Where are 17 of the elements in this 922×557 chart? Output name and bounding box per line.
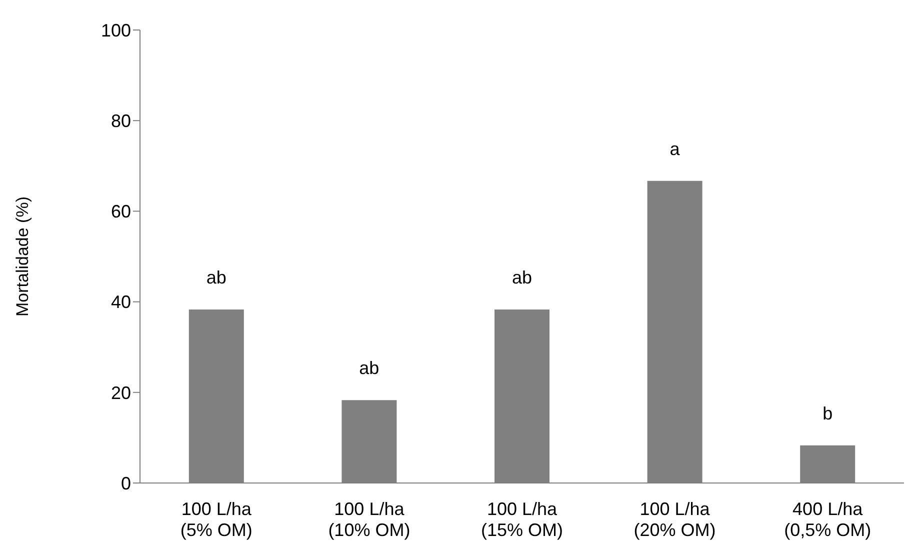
y-tick-label: 100 [100, 20, 131, 40]
x-tick-label: 100 L/ha (15% OM) [480, 499, 564, 540]
annotation: b [822, 403, 833, 424]
y-tick-label: 80 [110, 110, 131, 131]
y-axis-title: Mortalidade (%) [13, 196, 32, 316]
x-tick-label: 100 L/ha (10% OM) [328, 499, 410, 540]
x-tick-label: 100 L/ha (5% OM) [180, 499, 252, 540]
y-tick-label: 20 [110, 382, 131, 403]
x-tick-label: 400 L/ha (0,5% OM) [784, 499, 872, 540]
y-tick-label: 0 [120, 473, 131, 494]
annotation: ab [206, 268, 226, 288]
y-tick-label: 40 [110, 292, 131, 312]
y-tick-label: 60 [110, 202, 131, 222]
x-tick-label: 100 L/ha (20% OM) [634, 499, 716, 540]
annotation: a [670, 138, 681, 159]
annotation: ab [359, 358, 380, 378]
annotation: ab [512, 268, 532, 288]
